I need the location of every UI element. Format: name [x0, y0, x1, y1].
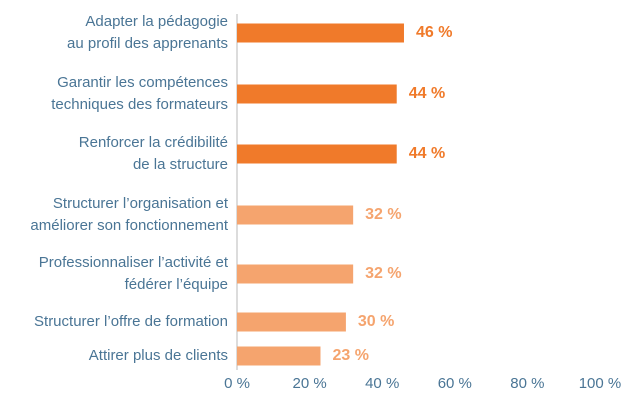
x-tick-label: 100 %: [579, 375, 622, 392]
bar: [237, 312, 346, 332]
value-label: 46 %: [416, 24, 452, 41]
x-tick-label: 60 %: [438, 375, 472, 392]
category-label: Professionnaliser l’activité et: [39, 254, 229, 271]
category-label: Adapter la pédagogie: [85, 13, 228, 30]
category-label: fédérer l’équipe: [125, 276, 228, 293]
x-tick-label: 80 %: [510, 375, 544, 392]
value-label: 32 %: [365, 265, 401, 282]
value-label: 32 %: [365, 206, 401, 223]
category-label: améliorer son fonctionnement: [30, 217, 228, 234]
bar: [237, 144, 397, 164]
x-tick-label: 40 %: [365, 375, 399, 392]
category-label: Structurer l’organisation et: [53, 195, 229, 212]
bar: [237, 84, 397, 104]
category-label: Attirer plus de clients: [89, 347, 228, 364]
bar: [237, 346, 321, 366]
category-label: techniques des formateurs: [51, 96, 228, 113]
category-label: Garantir les compétences: [57, 74, 228, 91]
x-tick-label: 20 %: [292, 375, 326, 392]
value-label: 44 %: [409, 145, 445, 162]
value-label: 23 %: [332, 347, 368, 364]
bar: [237, 205, 354, 225]
category-label: Renforcer la crédibilité: [79, 134, 228, 151]
x-tick-label: 0 %: [224, 375, 250, 392]
bar: [237, 264, 354, 284]
value-label: 30 %: [358, 313, 394, 330]
category-label: au profil des apprenants: [67, 35, 228, 52]
category-label: de la structure: [133, 156, 228, 173]
bar: [237, 23, 404, 43]
category-label: Structurer l’offre de formation: [34, 313, 228, 330]
value-label: 44 %: [409, 85, 445, 102]
